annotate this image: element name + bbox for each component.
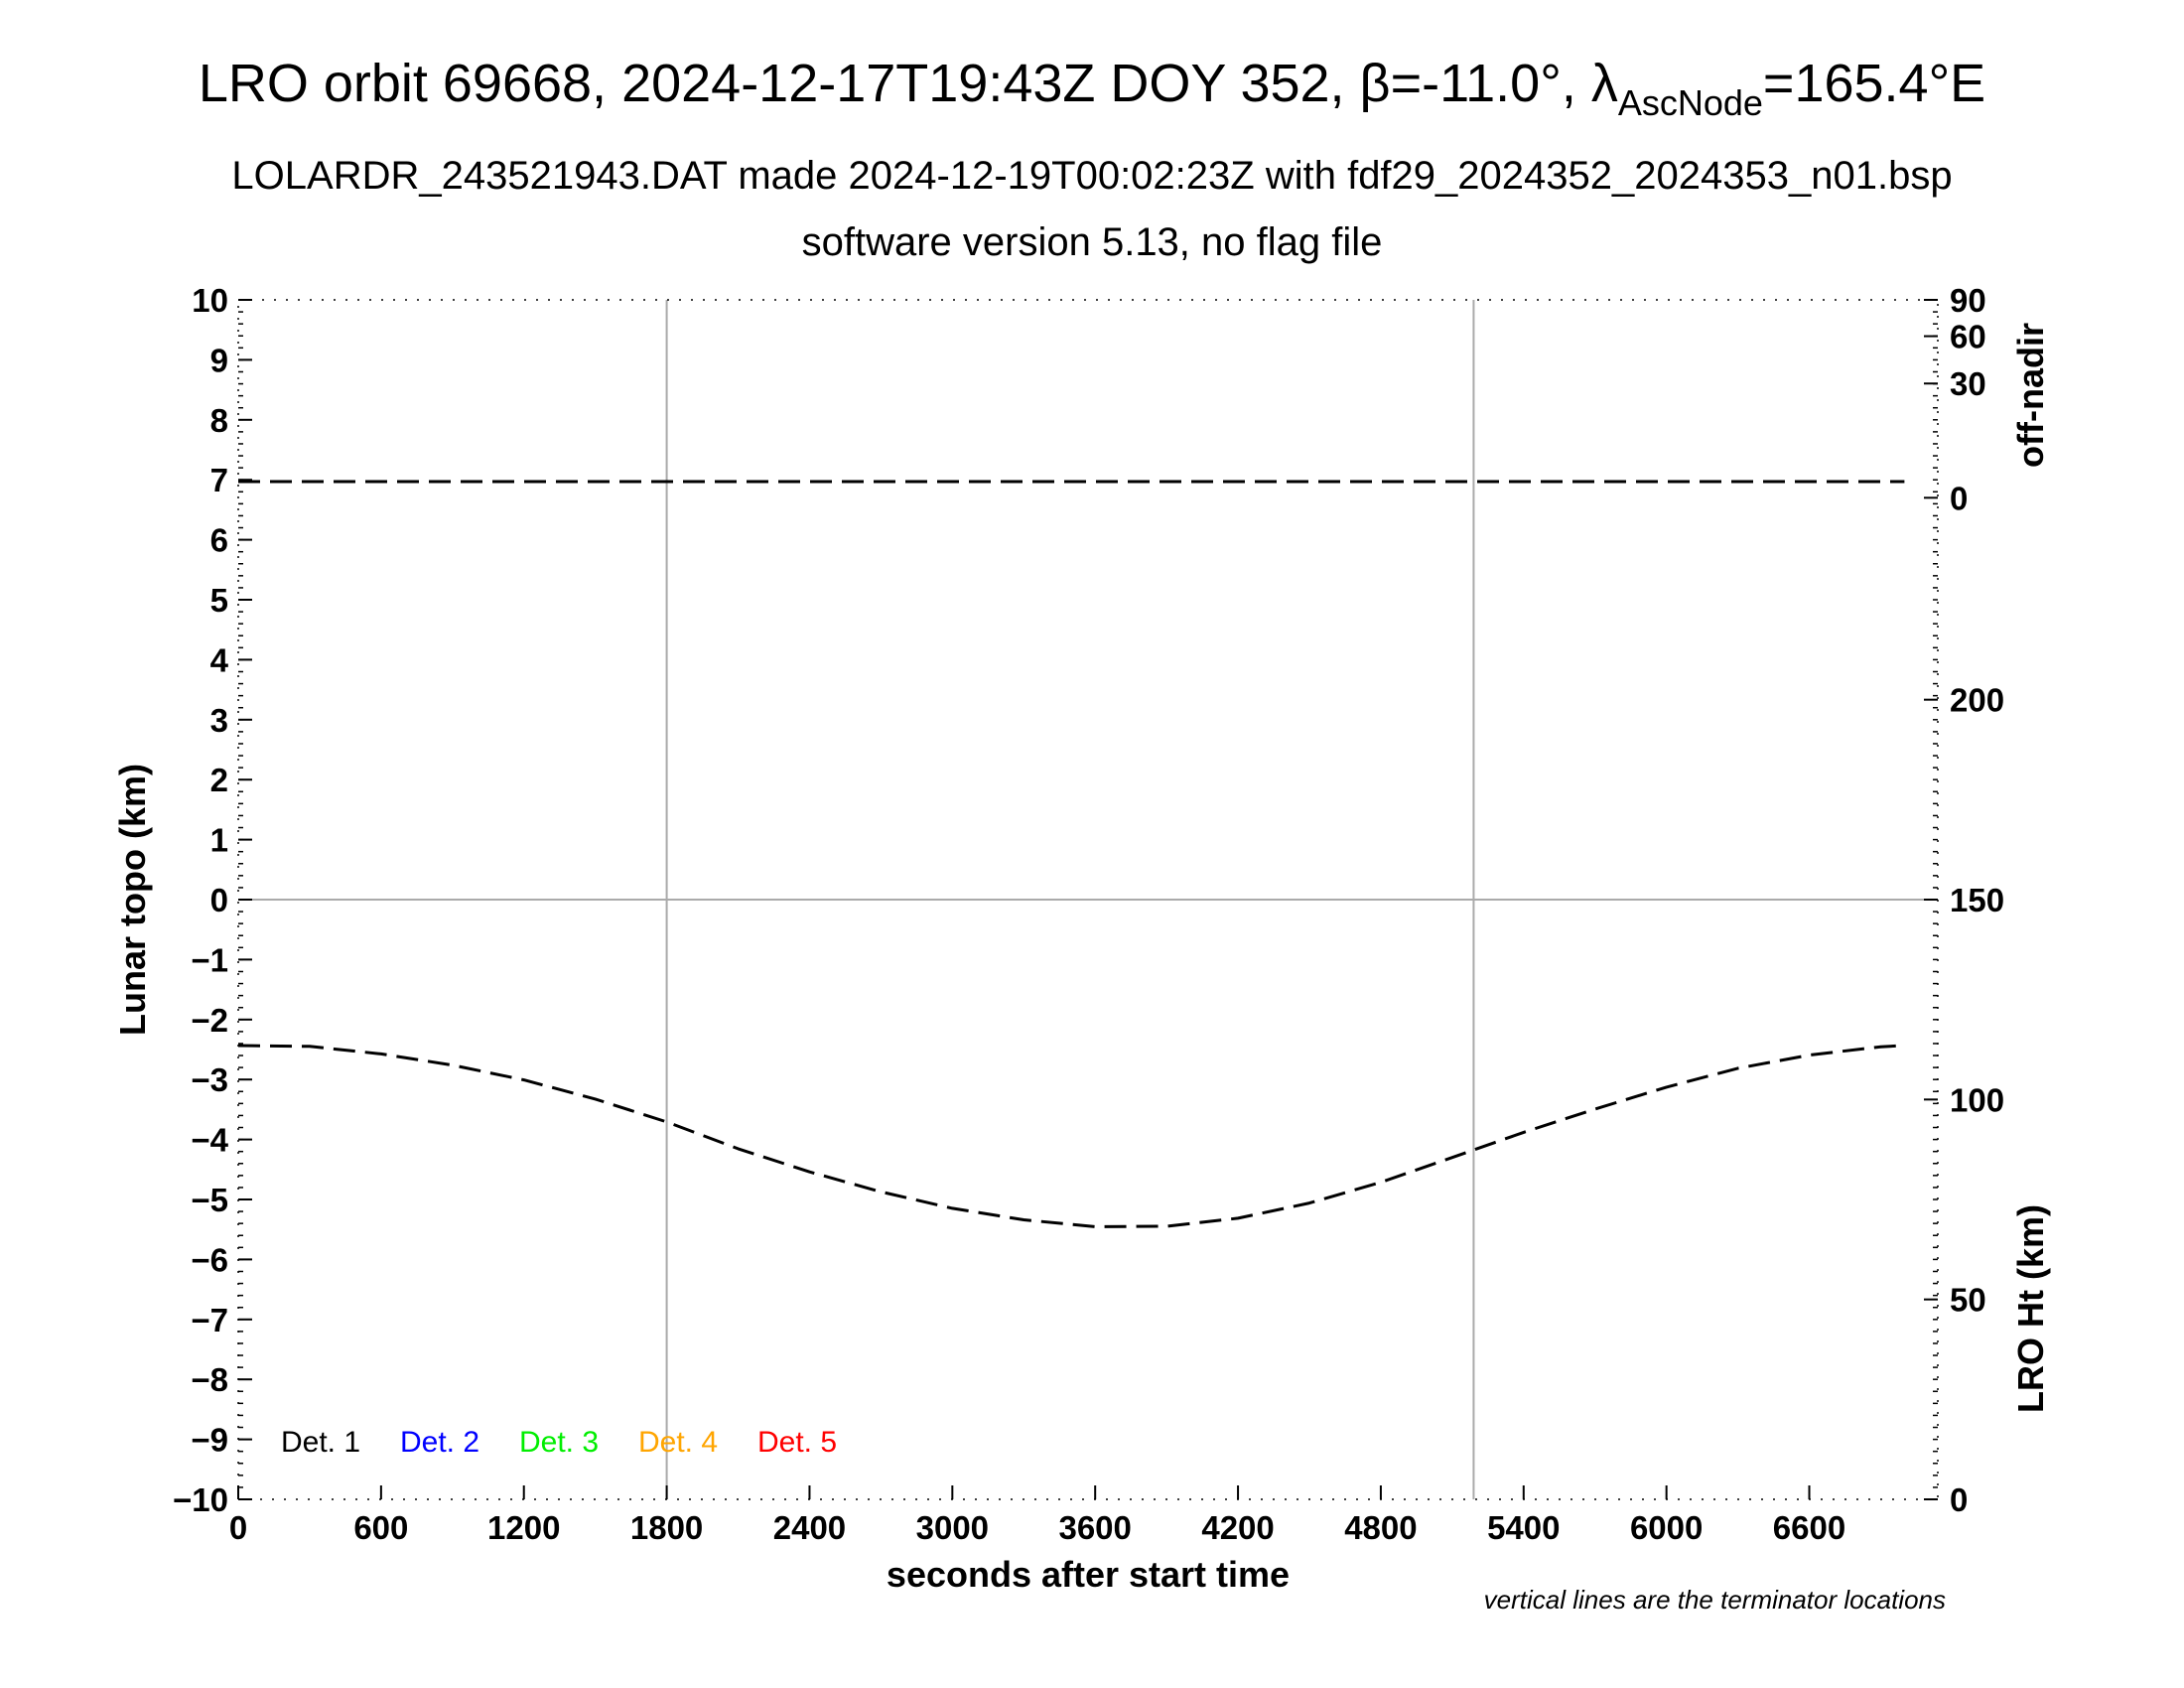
y-tick-label: 10	[192, 282, 228, 319]
beta-symbol: β	[1360, 54, 1391, 113]
chart-subtitle-2: software version 5.13, no flag file	[802, 220, 1383, 264]
data-series	[237, 480, 1905, 1228]
y-tick-label: 9	[210, 342, 228, 378]
off-nadir-tick-label: 60	[1950, 319, 1986, 355]
y-tick-label: −1	[191, 941, 228, 978]
height-tick-label: 0	[1950, 1481, 1968, 1518]
height-tick-label: 100	[1950, 1081, 2004, 1118]
off-nadir-tick-label: 30	[1950, 365, 1986, 402]
x-tick-label: 1200	[487, 1509, 560, 1546]
y-tick-label: 3	[210, 702, 228, 739]
y-tick-label: −9	[191, 1422, 228, 1459]
x-tick-label: 0	[229, 1509, 247, 1546]
x-tick-label: 1800	[630, 1509, 703, 1546]
y-tick-label: 6	[210, 522, 228, 559]
y-tick-label: 1	[210, 822, 228, 859]
chart-subtitle: LOLARDR_243521943.DAT made 2024-12-19T00…	[231, 154, 1952, 198]
y-tick-label: −5	[191, 1182, 228, 1218]
minor-ticks	[238, 299, 1938, 1500]
lambda-subscript: AscNode	[1618, 82, 1763, 123]
y-tick-label: −3	[191, 1061, 228, 1098]
y-tick-label: −6	[191, 1241, 228, 1278]
chart-title: LRO orbit 69668, 2024-12-17T19:43Z DOY 3…	[199, 54, 1985, 123]
y-tick-label: −2	[191, 1002, 228, 1039]
lro-height-line	[237, 1044, 1905, 1228]
y-tick-label: −10	[173, 1481, 228, 1518]
legend-entry: Det. 1	[281, 1426, 360, 1459]
x-axis-label: seconds after start time	[887, 1554, 1290, 1595]
off-nadir-tick-label: 0	[1950, 480, 1968, 516]
legend: Det. 1 Det. 2 Det. 3 Det. 4 Det. 5	[281, 1426, 837, 1459]
x-tick-label: 6600	[1773, 1509, 1845, 1546]
legend-entry: Det. 3	[519, 1426, 599, 1459]
y-tick-label: 5	[210, 582, 228, 619]
legend-entry: Det. 2	[400, 1426, 479, 1459]
lro-height-axis-label: LRO Ht (km)	[2010, 1204, 2051, 1413]
y-tick-label: 2	[210, 762, 228, 798]
x-tick-label: 3600	[1058, 1509, 1131, 1546]
y-tick-label: −4	[191, 1122, 228, 1159]
x-tick-label: 2400	[773, 1509, 846, 1546]
x-tick-label: 600	[353, 1509, 408, 1546]
x-tick-label: 5400	[1487, 1509, 1560, 1546]
x-tick-label: 4800	[1344, 1509, 1417, 1546]
legend-entry: Det. 5	[757, 1426, 837, 1459]
off-nadir-tick-label: 90	[1950, 282, 1986, 319]
y-tick-label: −7	[191, 1302, 228, 1338]
grid-lines	[238, 300, 1938, 1499]
y-tick-label: 7	[210, 462, 228, 498]
off-nadir-axis-label: off-nadir	[2010, 323, 2051, 468]
lambda-symbol: λ	[1591, 54, 1618, 113]
title-main: LRO orbit 69668, 2024-12-17T19:43Z DOY 3…	[199, 54, 1360, 113]
height-tick-label: 200	[1950, 682, 2004, 719]
x-tick-label: 3000	[916, 1509, 989, 1546]
legend-entry: Det. 4	[638, 1426, 718, 1459]
y-tick-label: 4	[210, 641, 229, 678]
lambda-value: =165.4°E	[1763, 54, 1985, 113]
terminator-note: vertical lines are the terminator locati…	[1484, 1585, 1946, 1615]
height-tick-label: 150	[1950, 882, 2004, 918]
x-tick-label: 4200	[1201, 1509, 1274, 1546]
y-tick-label: 0	[210, 882, 228, 918]
y-axis-label: Lunar topo (km)	[112, 764, 153, 1036]
x-axis-ticks: 0 600 1200 1800 2400 3000 3600 4200 4800 5400 6000…	[229, 1485, 1845, 1546]
beta-value: =-11.0°,	[1391, 54, 1591, 113]
x-tick-label: 6000	[1630, 1509, 1703, 1546]
y-tick-label: −8	[191, 1361, 228, 1398]
height-tick-label: 50	[1950, 1282, 1986, 1319]
y-tick-label: 8	[210, 402, 228, 439]
